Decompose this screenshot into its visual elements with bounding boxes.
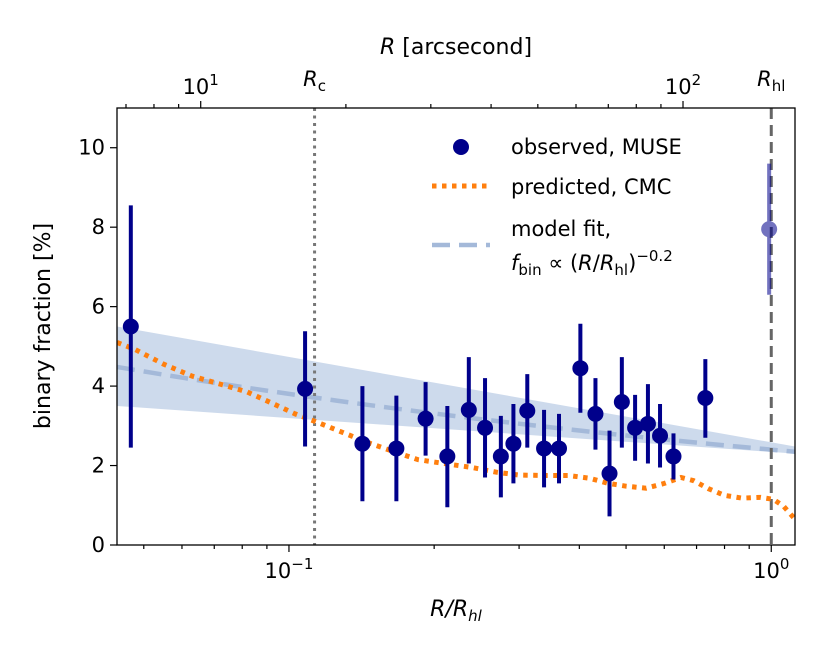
observed-point-19 (652, 403, 669, 468)
legend-label-observed: observed, MUSE (511, 135, 682, 159)
observed-point-17 (627, 394, 644, 461)
data-marker (627, 419, 644, 436)
observed-point-0 (122, 205, 139, 448)
y-tick-label-5: 10 (78, 136, 105, 160)
data-marker (613, 393, 630, 410)
observed-point-9 (505, 403, 522, 484)
legend-label-model: model fit, (511, 217, 611, 241)
data-marker (761, 221, 778, 238)
data-marker (551, 440, 568, 457)
observed-point-22 (761, 163, 778, 295)
data-marker (354, 435, 371, 452)
data-marker (417, 410, 434, 427)
observed-point-12 (551, 413, 568, 484)
observed-point-21 (697, 359, 714, 438)
y-tick-label-2: 4 (92, 374, 105, 398)
top-axis-ticks: 101 102 (125, 71, 701, 108)
y-tick-label-0: 0 (92, 533, 105, 557)
legend-label-model-formula: fbin ∝ (R/Rhl)−0.2 (511, 247, 673, 279)
y-tick-label-1: 2 (92, 454, 105, 478)
data-marker (122, 318, 139, 335)
observed-points (122, 163, 778, 517)
top-axis-title: R [arcsecond] (380, 35, 532, 60)
observed-point-6 (460, 357, 477, 464)
observed-point-11 (536, 409, 553, 488)
data-marker (460, 401, 477, 418)
data-marker (536, 440, 553, 457)
observed-point-8 (492, 415, 509, 498)
observed-point-18 (639, 384, 656, 464)
data-marker (697, 390, 714, 407)
data-marker (297, 380, 314, 397)
x-tick-label-1: 100 (753, 555, 789, 583)
top-tick-label-1: 102 (665, 71, 701, 99)
data-marker (665, 448, 682, 465)
x-tick-label-0: 10−1 (265, 555, 314, 583)
legend-marker-observed (453, 139, 469, 155)
data-marker (601, 465, 618, 482)
observed-point-4 (417, 382, 434, 456)
observed-point-10 (519, 374, 536, 448)
observed-point-7 (477, 378, 494, 478)
data-marker (477, 419, 494, 436)
observed-point-15 (601, 430, 618, 517)
observed-point-2 (354, 386, 371, 502)
data-marker (388, 440, 405, 457)
x-axis-title: R/Rhl (430, 597, 482, 625)
rhl-label: Rhl (757, 67, 785, 95)
data-marker (639, 415, 656, 432)
observed-point-1 (297, 331, 314, 447)
data-marker (492, 448, 509, 465)
y-tick-label-4: 8 (92, 215, 105, 239)
data-marker (519, 402, 536, 419)
observed-point-14 (587, 378, 604, 450)
rc-label: Rc (303, 67, 326, 95)
model-fit-band (117, 326, 795, 454)
data-marker (652, 427, 669, 444)
data-marker (505, 435, 522, 452)
y-tick-label-3: 6 (92, 295, 105, 319)
observed-point-13 (572, 323, 589, 413)
legend-label-predicted: predicted, CMC (511, 175, 671, 199)
data-marker (572, 360, 589, 377)
x-axis-ticks: 10−1 100 (143, 545, 789, 583)
top-tick-label-0: 101 (183, 71, 219, 99)
y-axis-title: binary fraction [%] (31, 223, 56, 429)
observed-point-20 (665, 433, 682, 480)
data-marker (439, 448, 456, 465)
observed-point-3 (388, 395, 405, 502)
data-marker (587, 405, 604, 422)
plot-frame (116, 107, 796, 546)
y-axis-ticks: 0 2 4 6 8 10 (78, 136, 117, 557)
legend: observed, MUSE predicted, CMC model fit,… (432, 135, 682, 279)
observed-point-16 (613, 357, 630, 448)
predicted-cmc-line (117, 340, 795, 521)
observed-point-5 (439, 405, 456, 508)
